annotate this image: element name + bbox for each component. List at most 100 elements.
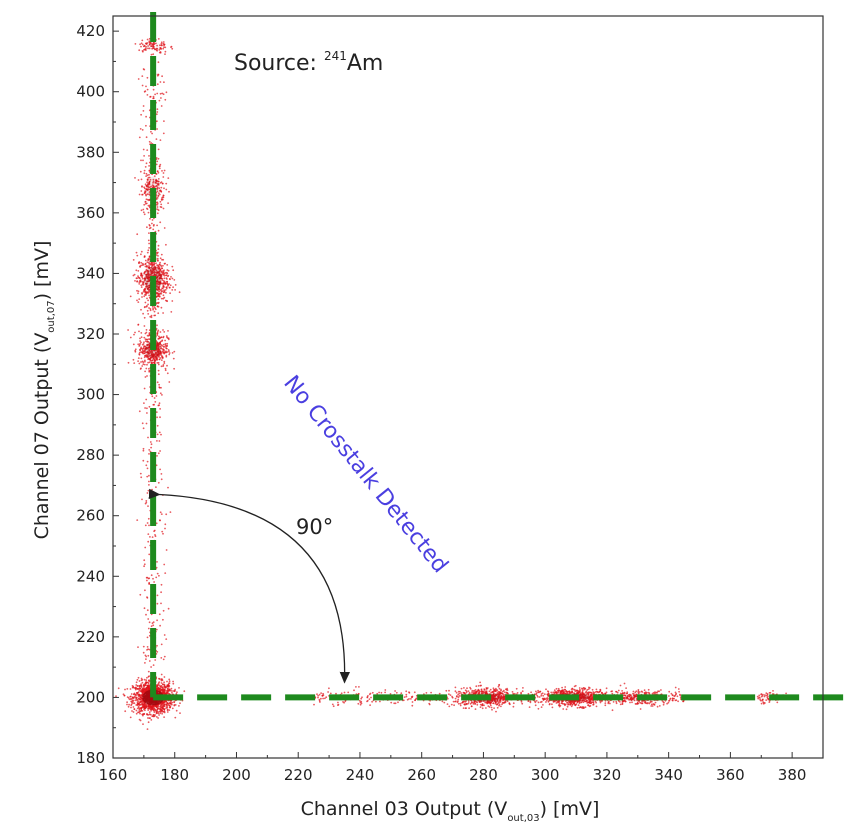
data-point bbox=[160, 253, 163, 256]
data-point bbox=[464, 707, 467, 710]
data-point bbox=[615, 690, 618, 693]
data-point bbox=[162, 47, 165, 50]
data-point bbox=[163, 685, 166, 687]
data-point bbox=[553, 689, 556, 692]
data-point bbox=[157, 312, 160, 315]
data-point bbox=[132, 711, 135, 713]
data-point bbox=[146, 412, 148, 414]
data-point bbox=[136, 289, 138, 292]
data-point bbox=[462, 707, 465, 709]
data-point bbox=[506, 691, 508, 694]
data-point bbox=[160, 297, 163, 300]
data-point bbox=[145, 346, 148, 349]
data-point bbox=[156, 212, 159, 215]
data-point bbox=[140, 264, 142, 267]
data-point bbox=[612, 701, 615, 703]
data-point bbox=[562, 708, 565, 710]
data-point bbox=[136, 254, 139, 257]
data-point bbox=[595, 688, 598, 691]
data-point bbox=[415, 697, 418, 700]
data-point bbox=[126, 696, 129, 698]
data-point bbox=[358, 686, 360, 688]
scatter-points bbox=[115, 36, 787, 730]
data-point bbox=[158, 678, 161, 680]
data-point bbox=[155, 344, 158, 347]
data-point bbox=[156, 190, 159, 193]
data-point bbox=[155, 486, 157, 488]
data-point bbox=[160, 709, 163, 712]
data-point bbox=[166, 264, 169, 266]
data-point bbox=[157, 363, 160, 366]
data-point bbox=[465, 691, 468, 694]
data-point bbox=[611, 709, 614, 712]
data-point bbox=[146, 179, 149, 182]
data-point bbox=[161, 282, 164, 285]
data-point bbox=[454, 686, 457, 689]
data-point bbox=[479, 681, 481, 684]
data-point bbox=[147, 709, 150, 711]
data-point bbox=[142, 50, 144, 53]
data-point bbox=[143, 256, 146, 258]
data-point bbox=[148, 370, 151, 373]
data-point bbox=[158, 187, 161, 190]
data-point bbox=[160, 359, 163, 361]
data-point bbox=[115, 695, 117, 698]
data-point bbox=[142, 281, 145, 284]
data-point bbox=[164, 289, 167, 291]
data-point bbox=[147, 533, 150, 535]
data-point bbox=[156, 288, 159, 291]
data-point bbox=[480, 690, 483, 693]
data-point bbox=[154, 266, 157, 269]
data-point bbox=[468, 691, 471, 694]
data-point bbox=[637, 690, 640, 693]
data-point bbox=[632, 690, 635, 693]
data-point bbox=[158, 386, 161, 389]
data-point bbox=[140, 253, 142, 256]
data-point bbox=[147, 489, 150, 492]
data-point bbox=[143, 68, 146, 71]
data-point bbox=[319, 701, 321, 703]
data-point bbox=[760, 699, 762, 702]
data-point bbox=[623, 682, 626, 685]
data-point bbox=[570, 700, 572, 703]
data-point bbox=[129, 295, 132, 298]
data-point bbox=[144, 340, 147, 342]
data-point bbox=[147, 618, 150, 620]
data-point bbox=[654, 701, 657, 704]
data-point bbox=[756, 695, 759, 698]
data-point bbox=[149, 359, 152, 362]
data-point bbox=[164, 527, 166, 530]
data-point bbox=[625, 687, 627, 689]
data-point bbox=[160, 277, 163, 280]
data-point bbox=[156, 301, 159, 304]
data-point bbox=[563, 703, 566, 706]
data-point bbox=[144, 166, 147, 168]
data-point bbox=[139, 593, 142, 596]
data-point bbox=[504, 688, 507, 691]
data-point bbox=[159, 511, 162, 514]
data-point bbox=[139, 349, 142, 352]
data-point bbox=[148, 345, 151, 348]
data-point bbox=[148, 707, 150, 710]
data-point bbox=[160, 105, 163, 107]
data-point bbox=[149, 441, 152, 443]
data-point bbox=[154, 182, 157, 184]
data-point bbox=[156, 619, 159, 622]
data-point bbox=[540, 706, 543, 708]
data-point bbox=[162, 329, 164, 331]
data-point bbox=[647, 688, 650, 691]
data-point bbox=[148, 294, 151, 297]
data-point bbox=[140, 336, 143, 339]
data-point bbox=[183, 690, 186, 693]
data-point bbox=[137, 646, 139, 648]
data-point bbox=[160, 673, 163, 676]
data-point bbox=[148, 40, 151, 43]
data-point bbox=[153, 397, 156, 399]
data-point bbox=[537, 701, 540, 704]
data-point bbox=[390, 701, 393, 704]
data-point bbox=[529, 701, 532, 704]
data-point bbox=[144, 684, 147, 687]
data-point bbox=[541, 692, 544, 695]
data-point bbox=[369, 692, 372, 695]
data-point bbox=[140, 274, 142, 277]
